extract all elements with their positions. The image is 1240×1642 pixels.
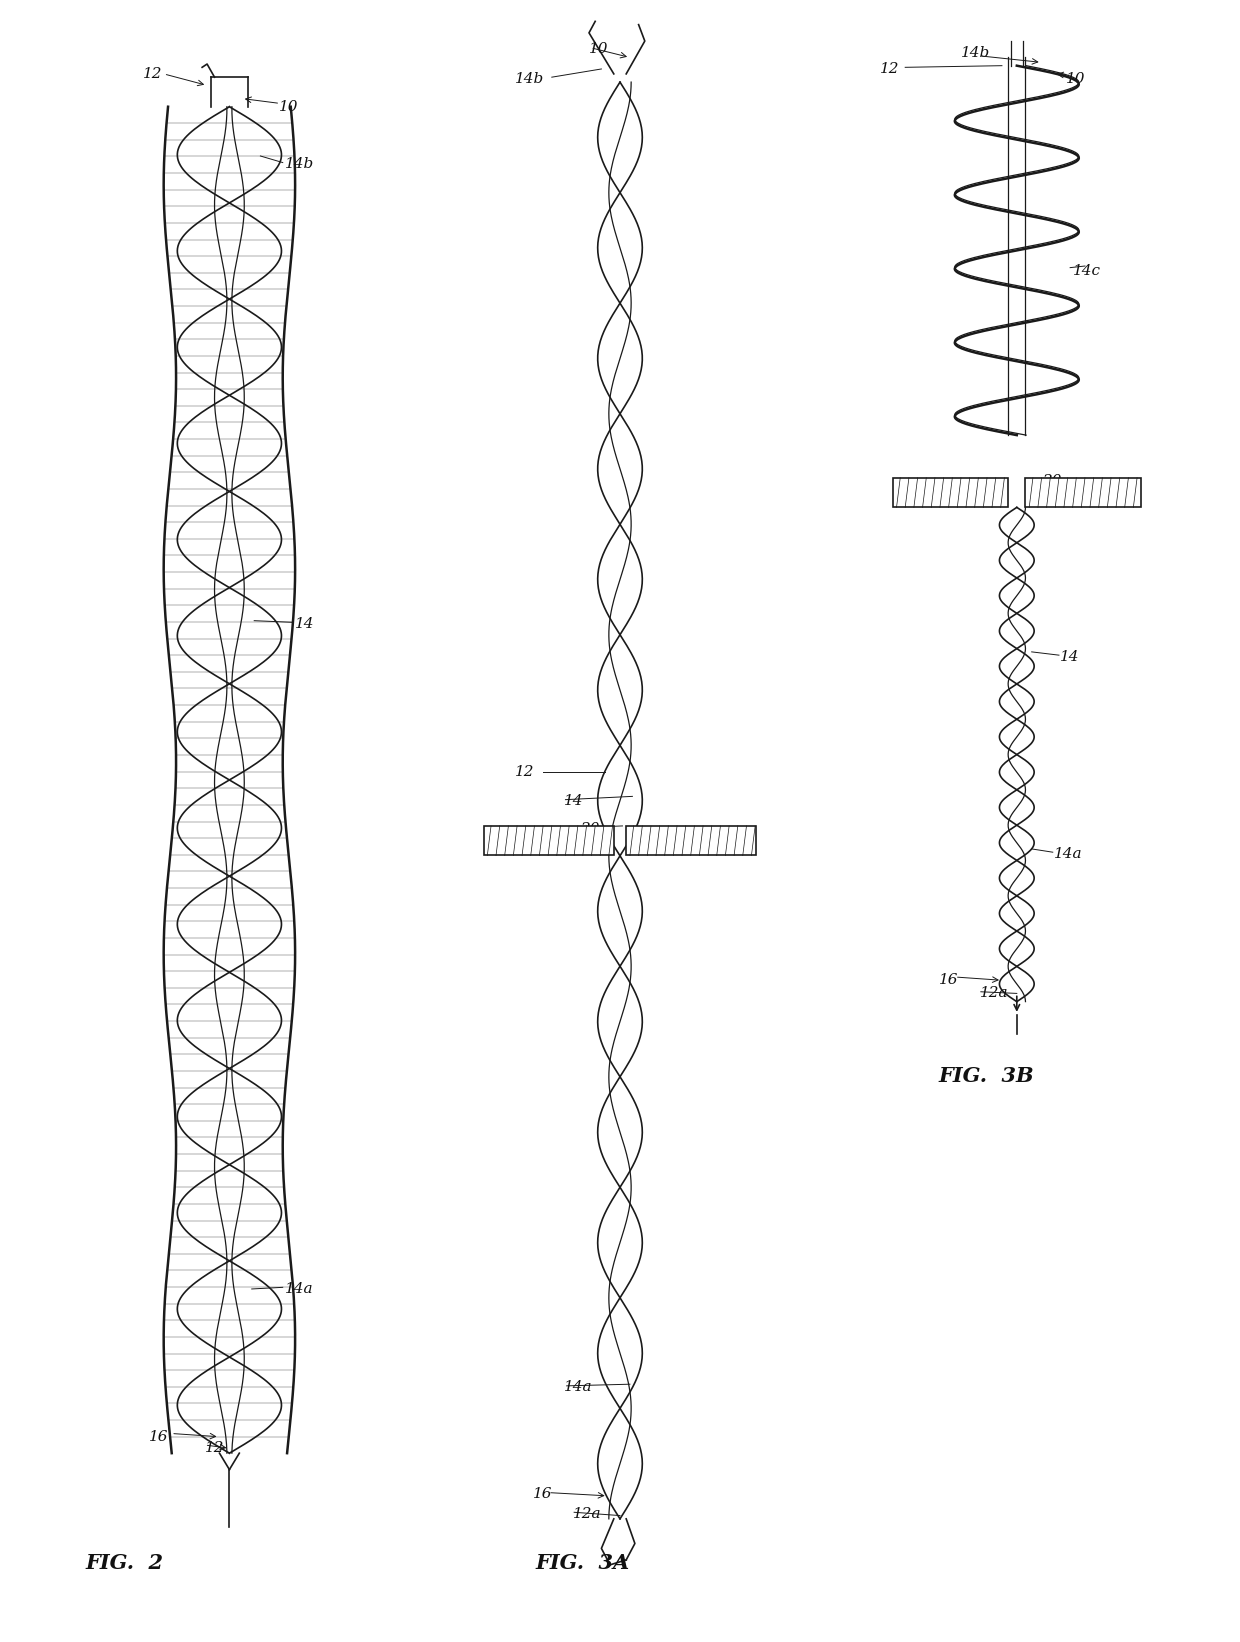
Bar [484, 826, 614, 855]
Text: FIG.  3B: FIG. 3B [937, 1066, 1034, 1085]
Text: FIG.  3A: FIG. 3A [536, 1553, 630, 1573]
Bar [1025, 478, 1141, 507]
Text: 12a: 12a [980, 987, 1008, 1000]
Text: 12a: 12a [573, 1507, 601, 1520]
Text: 10: 10 [279, 100, 299, 113]
Text: 14: 14 [295, 617, 315, 631]
Text: 14b: 14b [961, 46, 991, 59]
Text: 10: 10 [589, 43, 609, 56]
Text: 14c: 14c [1073, 264, 1101, 277]
Text: 14a: 14a [564, 1381, 593, 1394]
Text: 14b: 14b [285, 158, 315, 171]
Text: 20: 20 [1042, 475, 1061, 488]
Text: 14a: 14a [1054, 847, 1083, 860]
Text: 12: 12 [880, 62, 900, 76]
Text: 14: 14 [1060, 650, 1080, 663]
Text: 16: 16 [939, 974, 959, 987]
Text: 14a: 14a [285, 1282, 314, 1296]
Text: 20: 20 [580, 823, 600, 836]
Bar [893, 478, 1008, 507]
Text: FIG.  2: FIG. 2 [86, 1553, 162, 1573]
Text: 14: 14 [564, 795, 584, 808]
Bar [626, 826, 756, 855]
Text: 12: 12 [143, 67, 162, 80]
Text: 12: 12 [515, 765, 534, 778]
Text: 14b: 14b [515, 72, 544, 85]
Text: 12: 12 [205, 1442, 224, 1455]
Text: 16: 16 [149, 1430, 169, 1443]
Text: 10: 10 [1066, 72, 1086, 85]
Text: 16: 16 [533, 1488, 553, 1501]
